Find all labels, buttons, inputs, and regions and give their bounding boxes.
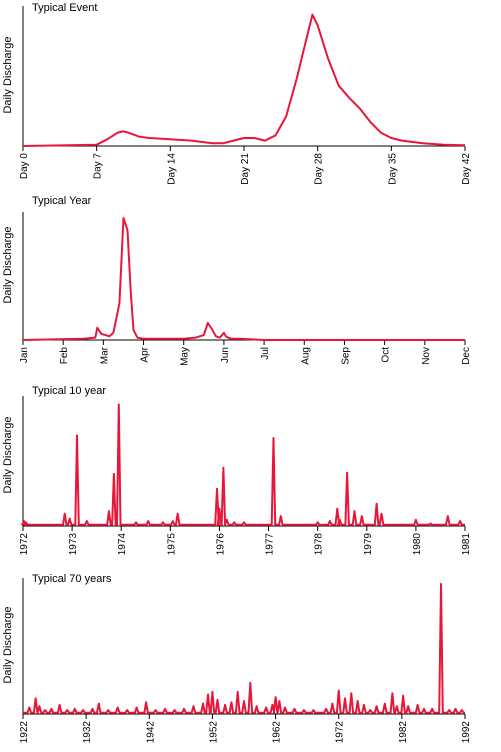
- x-tick-label: 1977: [265, 533, 276, 556]
- series-line: [21, 403, 465, 526]
- x-tick-label: Day 28: [314, 153, 325, 185]
- x-tick-label: 1974: [117, 533, 128, 556]
- chart-title: Typical Year: [32, 195, 92, 207]
- series-line: [22, 13, 466, 147]
- x-tick-label: 1975: [166, 533, 177, 556]
- x-tick-label: Mar: [99, 346, 110, 364]
- y-axis-label: Daily Discharge: [2, 36, 14, 113]
- x-tick-label: Sep: [340, 347, 351, 365]
- series-line: [23, 583, 465, 714]
- y-axis-label: Daily Discharge: [2, 606, 14, 683]
- x-tick-label: Apr: [140, 346, 151, 362]
- x-tick-label: 1979: [363, 533, 374, 556]
- x-tick-label: Day 21: [240, 153, 251, 185]
- x-tick-label: 1978: [314, 533, 325, 556]
- x-tick-label: Day 42: [461, 153, 472, 185]
- x-tick-label: 1973: [68, 533, 79, 556]
- x-tick-label: Jan: [19, 347, 30, 363]
- x-tick-label: Oct: [381, 347, 392, 363]
- x-tick-label: Jul: [260, 347, 271, 360]
- series-line: [22, 217, 465, 341]
- x-tick-label: 1980: [412, 533, 423, 556]
- x-tick-label: 1981: [461, 533, 472, 556]
- x-tick-label: Day 14: [166, 153, 177, 185]
- x-tick-label: 1922: [19, 721, 30, 744]
- x-tick-label: Dec: [461, 347, 472, 365]
- chart-title: Typical Event: [32, 2, 97, 14]
- x-tick-label: Jun: [220, 347, 231, 363]
- x-tick-label: May: [180, 347, 191, 366]
- x-tick-label: 1992: [461, 721, 472, 744]
- y-axis-label: Daily Discharge: [2, 226, 14, 303]
- y-axis-label: Daily Discharge: [2, 416, 14, 493]
- chart-title: Typical 10 year: [32, 385, 106, 397]
- x-tick-label: Nov: [421, 347, 432, 365]
- x-tick-label: 1982: [398, 721, 409, 744]
- x-tick-label: Day 35: [387, 153, 398, 185]
- x-tick-label: 1942: [145, 721, 156, 744]
- x-tick-label: 1972: [19, 533, 30, 556]
- x-tick-label: Feb: [59, 347, 70, 365]
- x-tick-label: Day 0: [19, 153, 30, 180]
- x-tick-label: 1952: [208, 721, 219, 744]
- x-tick-label: 1972: [335, 721, 346, 744]
- x-tick-label: Day 7: [93, 153, 104, 180]
- x-tick-label: Aug: [300, 347, 311, 365]
- x-tick-label: 1932: [82, 721, 93, 744]
- x-tick-label: 1976: [215, 533, 226, 556]
- x-tick-label: 1962: [272, 721, 283, 744]
- chart-title: Typical 70 years: [32, 573, 112, 585]
